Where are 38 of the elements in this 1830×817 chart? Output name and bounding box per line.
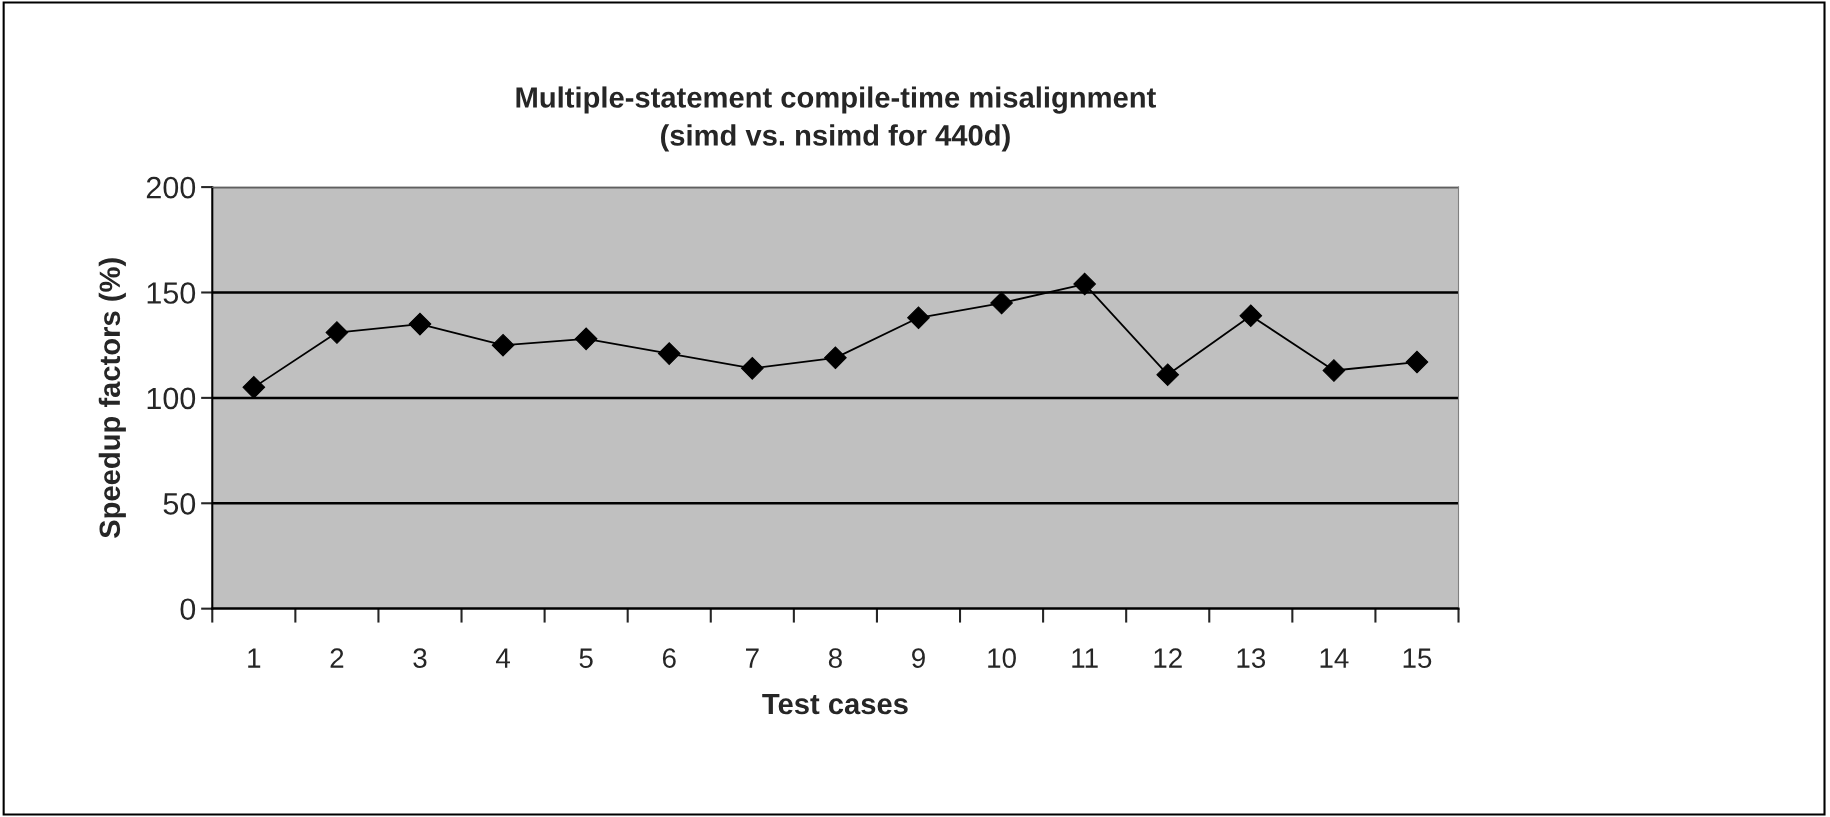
point xyxy=(1322,359,1346,382)
x-tick-label: 13 xyxy=(1237,648,1266,668)
y-tick-label: 50 xyxy=(163,493,196,515)
x-tick-label: 7 xyxy=(746,648,759,668)
point xyxy=(325,321,349,344)
x-tick-label: 15 xyxy=(1403,648,1432,668)
point xyxy=(990,291,1013,315)
y-axis-title: Speedup factors (%) xyxy=(98,258,126,539)
x-tick-label: 12 xyxy=(1154,648,1182,668)
point xyxy=(1073,272,1096,296)
point xyxy=(491,333,515,357)
point xyxy=(1156,363,1180,387)
point xyxy=(824,346,847,370)
x-tick-label: 8 xyxy=(828,648,842,668)
x-tick-label: 14 xyxy=(1320,648,1349,668)
x-tick-label: 10 xyxy=(988,648,1016,668)
point xyxy=(1405,350,1429,374)
y-tick-label: 100 xyxy=(147,387,196,410)
x-tick-label: 5 xyxy=(579,648,593,668)
y-tick-label: 200 xyxy=(146,176,196,199)
x-tick-label: 9 xyxy=(912,648,925,668)
x-tick-label: 6 xyxy=(662,648,676,668)
point xyxy=(657,342,681,365)
chart-title: Multiple-statement compile-time misalignment (simd vs. nsimd for 440d) xyxy=(516,86,1156,152)
x-tick-label: 2 xyxy=(330,648,344,668)
point xyxy=(574,327,598,351)
x-tick-label: 3 xyxy=(413,648,427,668)
y-tick-label: 150 xyxy=(147,282,196,304)
point xyxy=(740,357,764,380)
x-tick-label: 11 xyxy=(1072,648,1098,668)
point xyxy=(408,312,432,336)
x-tick-label: 1 xyxy=(248,648,261,668)
y-tick-label: 0 xyxy=(180,598,196,621)
point xyxy=(242,376,266,399)
x-tick-label: 4 xyxy=(495,648,510,668)
x-axis-title: Test cases xyxy=(762,693,908,715)
point xyxy=(1239,304,1263,327)
point xyxy=(907,306,930,330)
